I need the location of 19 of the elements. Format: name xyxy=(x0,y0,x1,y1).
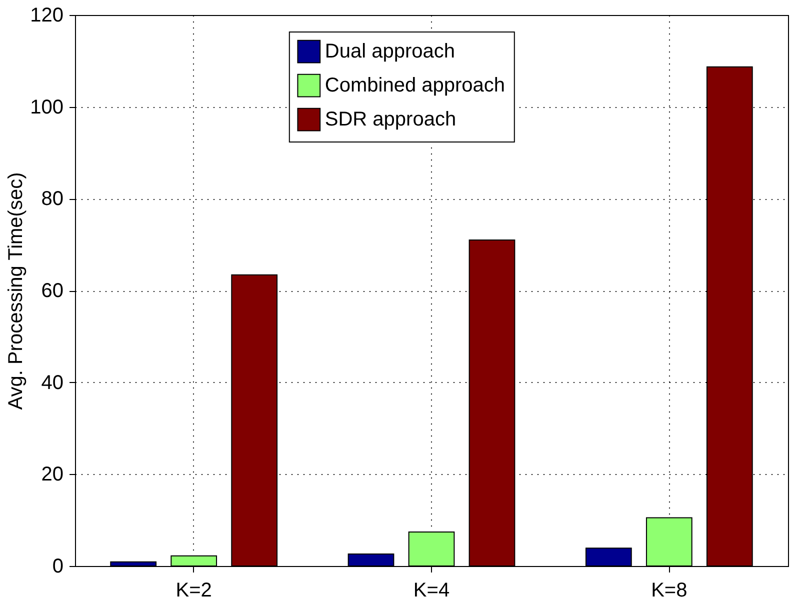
x-tick-label: K=2 xyxy=(176,580,212,602)
x-tick-label: K=8 xyxy=(651,580,688,602)
bar xyxy=(110,561,157,566)
y-tick-label: 0 xyxy=(52,556,64,578)
legend-label: Dual approach xyxy=(324,40,455,63)
legend-label: Combined approach xyxy=(324,74,506,97)
bar xyxy=(468,239,516,566)
bar xyxy=(585,548,632,566)
y-tick-label: 20 xyxy=(41,464,64,486)
y-tick-label: 80 xyxy=(41,188,64,210)
bar xyxy=(348,554,394,566)
y-tick-label: 100 xyxy=(30,96,64,118)
y-tick-label: 60 xyxy=(41,280,64,302)
x-tick-label: K=4 xyxy=(413,580,450,602)
y-axis-title: Avg. Processing Time(sec) xyxy=(5,172,28,410)
bar xyxy=(231,274,278,566)
y-tick-label: 120 xyxy=(30,4,64,26)
y-tick-label: 40 xyxy=(41,372,64,394)
legend-label: SDR approach xyxy=(324,108,456,131)
